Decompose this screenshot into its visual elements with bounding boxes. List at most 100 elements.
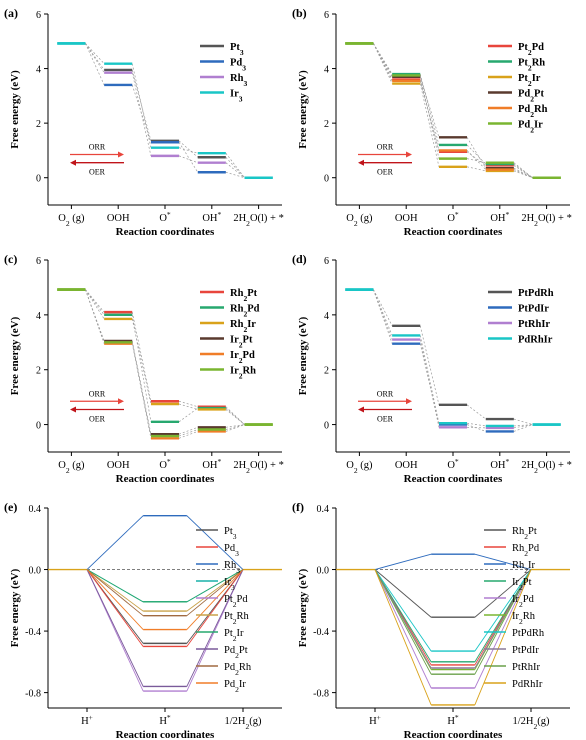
y-tick-label: 0.4 <box>29 504 42 515</box>
panel-label: (e) <box>4 500 17 514</box>
panel-label: (a) <box>4 6 18 20</box>
series-connector <box>86 569 144 612</box>
connector-line <box>419 339 440 428</box>
connector-line <box>466 166 486 172</box>
y-tick-label: 6 <box>324 256 329 267</box>
series-connector <box>186 569 244 617</box>
legend-label: Pd2Ir <box>518 120 543 135</box>
connector-line <box>466 158 486 164</box>
connector-line <box>513 424 533 432</box>
orr-arrowhead <box>406 398 412 405</box>
legend-label: PtPdIr <box>518 304 549 315</box>
connector-line <box>225 171 245 179</box>
y-axis-label: Free energy (eV) <box>297 568 309 647</box>
y-tick-label: 2 <box>324 366 329 377</box>
connector-line <box>85 43 105 86</box>
y-tick-label: 2 <box>324 119 329 130</box>
connector-line <box>466 150 487 170</box>
series-connector <box>86 569 144 603</box>
connector-line <box>225 157 245 178</box>
connector-line <box>419 76 440 138</box>
oer-arrowhead <box>358 159 364 166</box>
orr-label: ORR <box>89 389 106 398</box>
x-tick-label: OOH <box>107 213 130 224</box>
x-tick-label: OH* <box>202 210 221 225</box>
series-connector <box>374 569 432 652</box>
series-connector <box>474 569 532 618</box>
legend-label: Ir2Pd <box>230 350 255 365</box>
y-tick-label: -0.8 <box>25 689 41 700</box>
chart-panel: -0.8 -0.4 0.0 0.4 H+ H* 1/2H2(g) Reaction coord… <box>4 500 282 740</box>
connector-line <box>419 335 440 424</box>
legend-label: Pt2Pd <box>518 42 544 57</box>
x-tick-label: O* <box>447 457 459 472</box>
x-tick-label: H+ <box>81 713 93 728</box>
series-connector <box>186 569 244 612</box>
legend-label: Pd3 <box>230 58 246 73</box>
connector-line <box>373 43 393 84</box>
y-tick-label: 4 <box>36 311 41 322</box>
connector-line <box>85 289 105 343</box>
orr-label: ORR <box>377 143 394 152</box>
connector-line <box>178 431 198 439</box>
connector-line <box>178 426 198 435</box>
oer-label: OER <box>89 414 106 423</box>
connector-line <box>373 43 393 82</box>
y-axis-label: Free energy (eV) <box>297 316 309 395</box>
y-tick-label: 4 <box>36 65 41 76</box>
chart-panel: 0 2 4 6 O2 (g) OOH O* OH* 2H2O(l) + * Reaction co… <box>4 6 284 238</box>
x-axis-label: Reaction coordinates <box>116 729 215 740</box>
chart-panel: -0.8 -0.4 0.0 0.4 H+ H* 1/2H2(g) Reaction coord… <box>292 500 570 740</box>
x-tick-label: O* <box>159 210 171 225</box>
chart-panel: 0 2 4 6 O2 (g) OOH O* OH* 2H2O(l) + * Reaction co… <box>292 6 572 238</box>
legend-label: PtPdRh <box>518 288 554 299</box>
x-tick-label: 2H2O(l) + * <box>233 213 284 228</box>
connector-line <box>85 289 105 320</box>
legend-label: Rh2Pt <box>230 288 258 303</box>
connector-line <box>373 43 393 76</box>
connector-line <box>225 409 245 425</box>
x-tick-label: 2H2O(l) + * <box>521 460 572 475</box>
x-tick-label: 1/2H2(g) <box>512 716 550 731</box>
series-connector <box>186 515 244 570</box>
orr-arrowhead <box>118 151 124 158</box>
x-tick-label: O2 (g) <box>58 460 85 475</box>
y-tick-label: 0 <box>324 421 329 432</box>
x-tick-label: H* <box>159 713 171 728</box>
connector-line <box>466 422 486 427</box>
oer-arrowhead <box>358 406 364 413</box>
connector-line <box>513 162 533 178</box>
x-axis-label: Reaction coordinates <box>404 473 503 485</box>
legend-label: Pt3 <box>230 42 244 57</box>
series-connector <box>474 569 532 675</box>
series-connector <box>86 569 144 647</box>
connector-line <box>419 325 440 405</box>
series-connector <box>374 569 432 618</box>
oer-arrowhead <box>70 406 76 413</box>
connector-line <box>178 155 198 164</box>
y-tick-label: -0.4 <box>25 627 41 638</box>
x-tick-label: O* <box>159 457 171 472</box>
connector-line <box>467 426 486 429</box>
x-tick-label: O2 (g) <box>58 213 85 228</box>
y-tick-label: -0.4 <box>313 627 329 638</box>
connector-line <box>419 75 440 159</box>
y-tick-label: 0 <box>36 174 41 185</box>
legend-label: Pd3 <box>224 543 239 558</box>
legend-label: Rh2Ir <box>230 319 256 334</box>
legend-label: Rh2Ir <box>512 560 536 575</box>
x-tick-label: O2 (g) <box>346 460 373 475</box>
series-connector <box>374 569 432 669</box>
connector-line <box>178 407 198 423</box>
x-tick-label: OH* <box>490 210 509 225</box>
y-tick-label: 4 <box>324 65 329 76</box>
y-tick-label: 6 <box>36 256 41 267</box>
series-connector <box>474 553 532 570</box>
connector-line <box>466 151 486 166</box>
y-tick-label: 6 <box>324 10 329 21</box>
connector-line <box>513 418 533 425</box>
legend-label: Pd2Rh <box>224 662 252 677</box>
x-tick-label: O* <box>447 210 459 225</box>
x-tick-label: OOH <box>395 460 418 471</box>
